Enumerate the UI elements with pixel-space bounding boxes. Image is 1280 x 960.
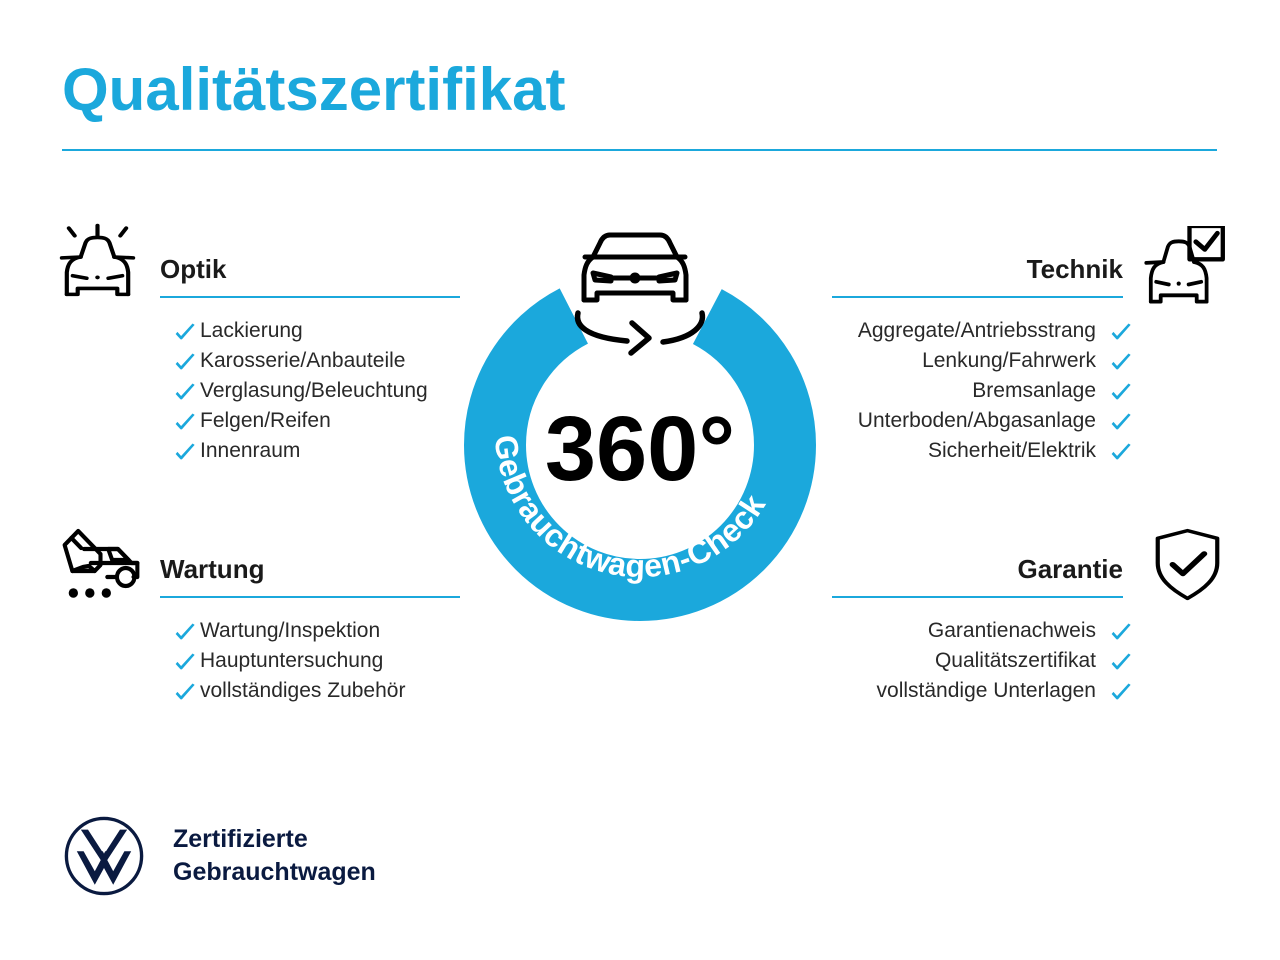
svg-text:360°: 360° xyxy=(545,398,735,500)
